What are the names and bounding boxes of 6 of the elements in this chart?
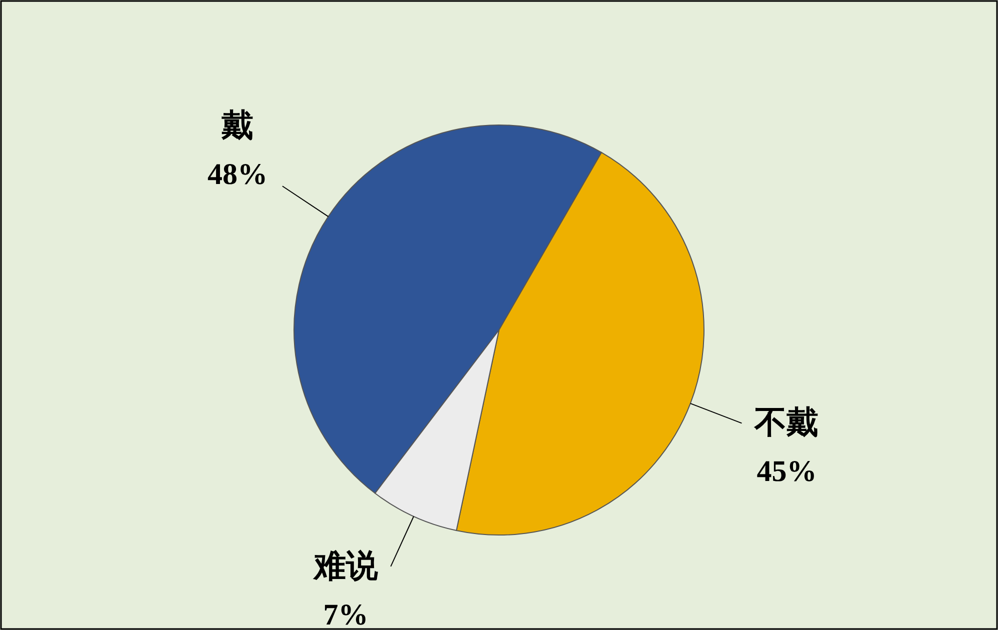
data-label: 48%	[207, 158, 268, 192]
slice-label: 戴	[220, 107, 254, 144]
data-label: 7%	[323, 598, 368, 630]
slice-label: 难说	[312, 547, 378, 584]
data-label: 45%	[756, 455, 817, 488]
slice-label: 不戴	[754, 404, 819, 440]
